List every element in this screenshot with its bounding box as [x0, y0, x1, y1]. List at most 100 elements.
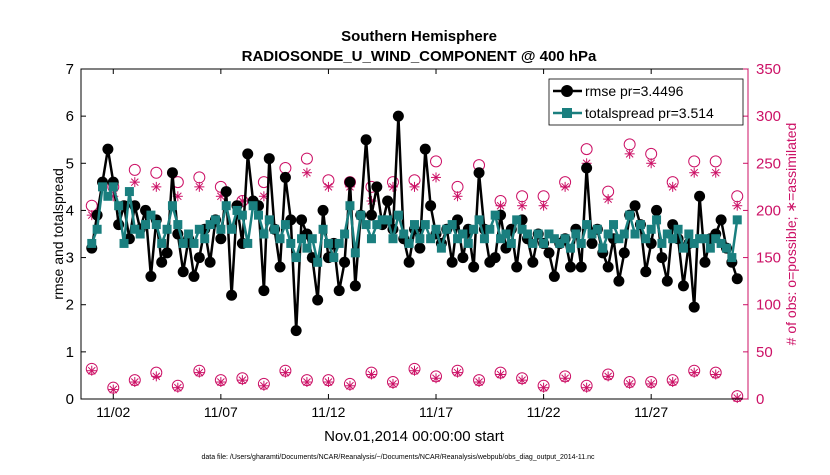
obs-high-assimilated-marker	[646, 158, 657, 169]
obs-high-assimilated-marker	[560, 181, 571, 192]
spread-point	[420, 220, 430, 230]
spread-point	[684, 229, 694, 239]
spread-point	[221, 201, 231, 211]
spread-point	[227, 224, 237, 234]
obs-low-assimilated-marker	[280, 367, 291, 378]
chart-subtitle: RADIOSONDE_U_WIND_COMPONENT @ 400 hPa	[242, 48, 597, 65]
spread-point	[641, 234, 651, 244]
rmse-point	[564, 261, 576, 273]
obs-low-assimilated-marker	[667, 377, 678, 388]
obs-high-possible-marker	[150, 166, 163, 179]
spread-point	[571, 229, 581, 239]
spread-point	[340, 229, 350, 239]
spread-point	[243, 238, 253, 248]
y-axis-left-label: rmse and totalspread	[50, 168, 66, 300]
y-right-tick-label: 250	[756, 155, 781, 172]
obs-high-possible-marker	[688, 155, 701, 168]
rmse-point	[392, 110, 404, 122]
spread-point	[178, 238, 188, 248]
obs-low-assimilated-marker	[452, 367, 463, 378]
y-left-tick-label: 3	[66, 250, 74, 267]
obs-high-assimilated-marker	[495, 200, 506, 211]
spread-point	[609, 220, 619, 230]
rmse-point	[339, 256, 351, 268]
legend-rmse-label: rmse pr=3.4496	[585, 83, 684, 99]
spread-point	[496, 234, 506, 244]
rmse-point	[602, 261, 614, 273]
spread-point	[646, 224, 656, 234]
rmse-point	[145, 270, 157, 282]
spread-point	[264, 215, 274, 225]
spread-point	[716, 238, 726, 248]
rmse-point	[312, 294, 324, 306]
spread-point	[232, 205, 242, 215]
obs-low-assimilated-marker	[646, 378, 657, 389]
y-right-tick-label: 100	[756, 297, 781, 314]
rmse-point	[344, 176, 356, 188]
obs-high-possible-marker	[623, 138, 636, 151]
spread-point	[544, 229, 554, 239]
spread-point	[662, 229, 672, 239]
spread-point	[721, 243, 731, 253]
obs-low-assimilated-marker	[108, 384, 119, 395]
obs-low-assimilated-marker	[538, 382, 549, 393]
spread-point	[442, 224, 452, 234]
y-left-tick-label: 5	[66, 155, 74, 172]
rmse-point	[618, 247, 630, 259]
spread-point	[92, 224, 102, 234]
spread-point	[108, 182, 118, 192]
spread-point	[114, 201, 124, 211]
spread-point	[700, 234, 710, 244]
obs-low-assimilated-marker	[301, 377, 312, 388]
y-right-tick-label: 350	[756, 61, 781, 78]
obs-high-assimilated-marker	[323, 181, 334, 192]
spread-point	[388, 234, 398, 244]
spread-point	[732, 215, 742, 225]
spread-point	[727, 253, 737, 263]
spread-point	[705, 243, 715, 253]
rmse-point	[403, 256, 415, 268]
obs-high-assimilated-marker	[710, 167, 721, 178]
rmse-point	[263, 153, 275, 165]
spread-point	[205, 220, 215, 230]
rmse-point	[296, 214, 308, 226]
y-right-tick-label: 50	[756, 344, 773, 361]
spread-point	[512, 215, 522, 225]
spread-point	[334, 238, 344, 248]
plot-area	[85, 110, 744, 404]
rmse-point	[414, 242, 426, 254]
spread-point	[280, 220, 290, 230]
rmse-point	[640, 266, 652, 278]
spread-point	[415, 234, 425, 244]
spread-point	[447, 220, 457, 230]
rmse-point	[382, 195, 394, 207]
rmse-point	[715, 214, 727, 226]
spread-point	[270, 224, 280, 234]
spread-point	[474, 215, 484, 225]
rmse-point	[258, 285, 270, 297]
spread-point	[399, 229, 409, 239]
spread-point	[673, 224, 683, 234]
spread-point	[576, 238, 586, 248]
y-axis-left: 0 1 2 3 4 5 6 7	[66, 61, 86, 408]
rmse-point	[204, 256, 216, 268]
spread-point	[383, 215, 393, 225]
chart-title: Southern Hemisphere	[341, 28, 497, 45]
spread-point	[539, 238, 549, 248]
spread-point	[184, 229, 194, 239]
spread-point	[501, 229, 511, 239]
rmse-point	[699, 256, 711, 268]
spread-point	[592, 224, 602, 234]
spread-point	[124, 187, 134, 197]
spread-point	[668, 234, 678, 244]
rmse-point	[290, 325, 302, 337]
x-axis-label: Nov.01,2014 00:00:00 start	[324, 428, 505, 445]
y-left-tick-label: 4	[66, 202, 74, 219]
rmse-point	[317, 204, 329, 216]
obs-high-possible-marker	[516, 190, 529, 203]
spread-point	[560, 234, 570, 244]
spread-point	[565, 243, 575, 253]
spread-point	[657, 238, 667, 248]
spread-point	[167, 201, 177, 211]
obs-high-possible-marker	[451, 180, 464, 193]
